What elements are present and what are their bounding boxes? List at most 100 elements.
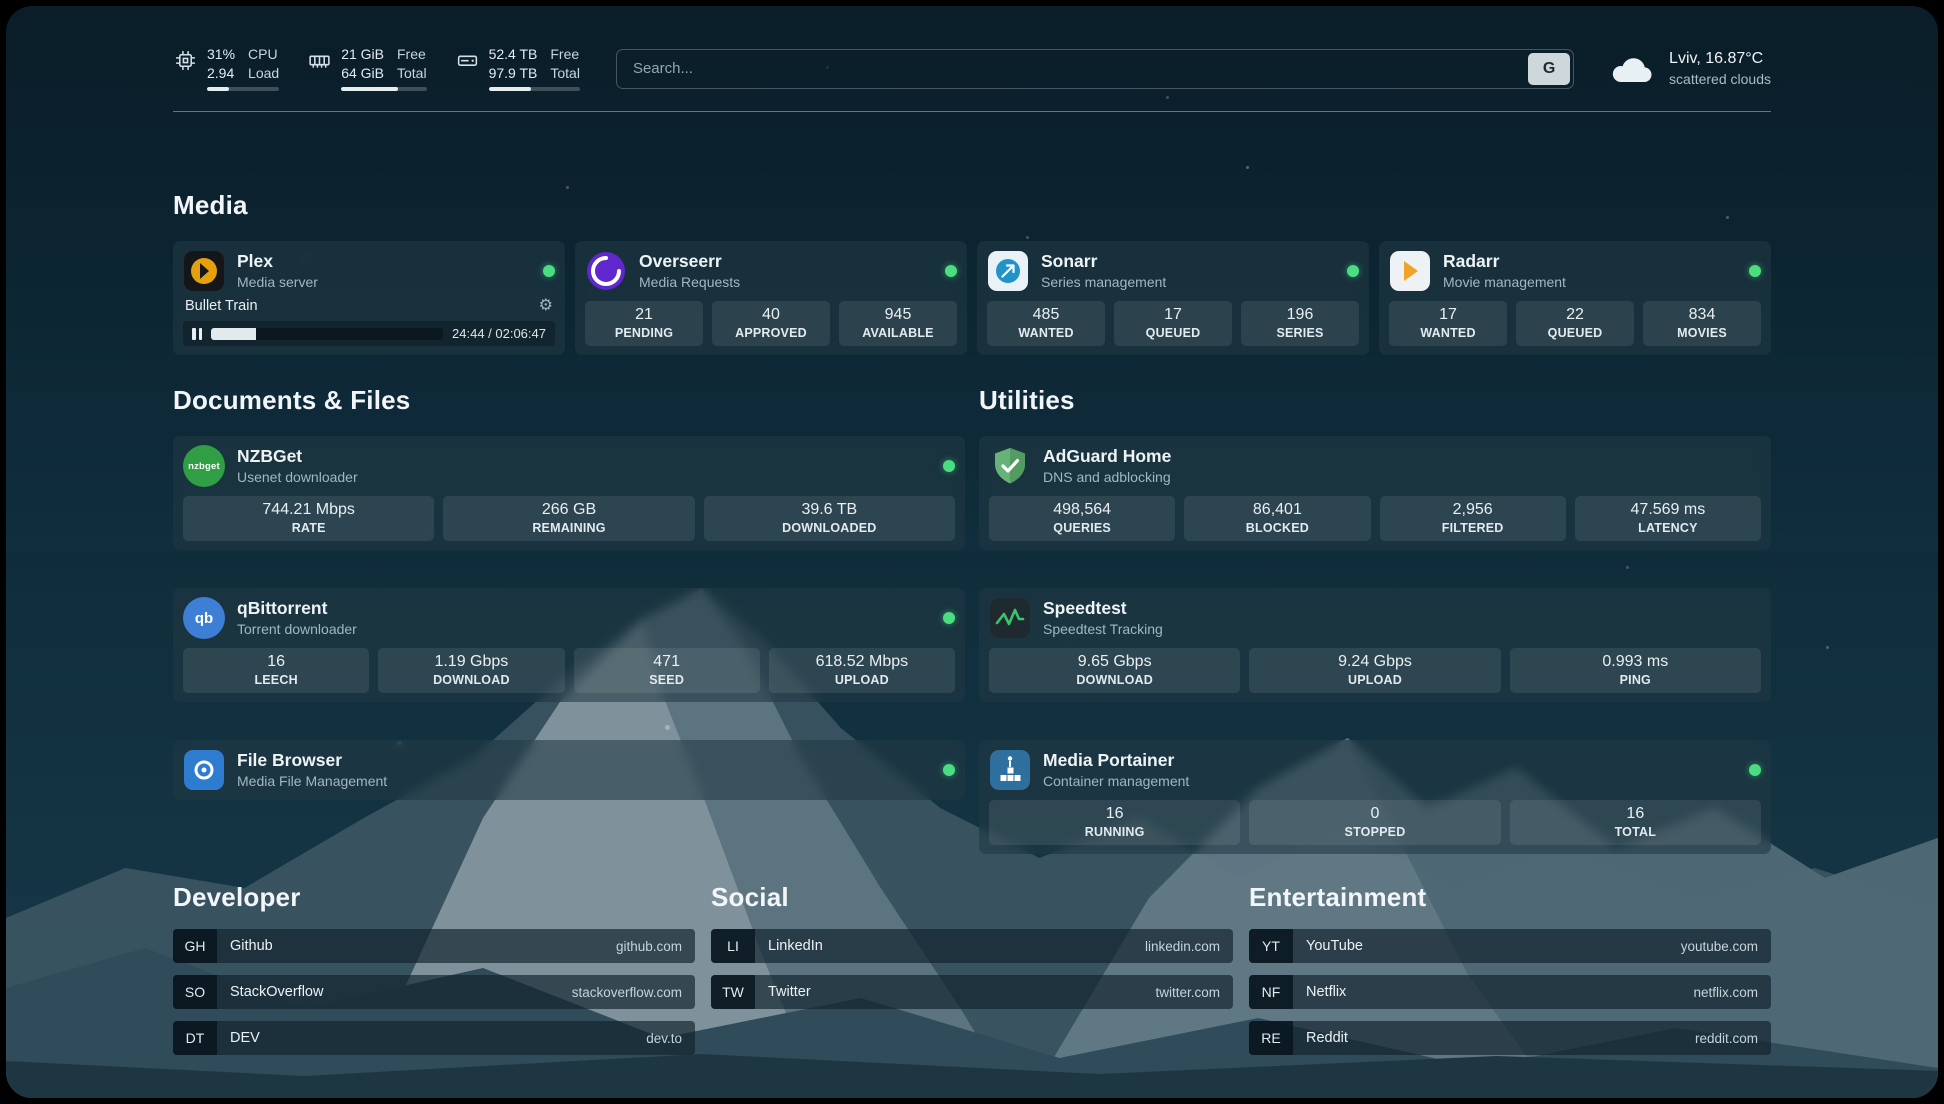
media-section: Media Plex Media server: [173, 190, 1771, 356]
cpu-load-label: Load: [248, 65, 280, 82]
filebrowser-icon: [183, 749, 225, 791]
service-subtitle: Movie management: [1443, 274, 1566, 291]
disk-progress-bar: [488, 87, 580, 92]
developer-section-title: Developer: [173, 882, 301, 913]
service-name: Sonarr: [1041, 251, 1098, 272]
memory-progress-bar: [341, 87, 427, 92]
stat-queries: 498,564 QUERIES: [989, 496, 1176, 542]
service-subtitle: DNS and adblocking: [1043, 469, 1171, 486]
disk-progress-fill: [488, 87, 531, 92]
bookmark-name: DEV: [230, 1030, 260, 1047]
speedtest-card[interactable]: Speedtest Speedtest Tracking 9.65 Gbps D…: [979, 588, 1771, 703]
playback-progress-fill: [211, 327, 257, 340]
overseerr-card[interactable]: Overseerr Media Requests 21 PENDING 40 A…: [575, 241, 967, 356]
social-section-title: Social: [711, 882, 789, 913]
service-name: Plex: [237, 251, 273, 272]
stat-download: 9.65 Gbps DOWNLOAD: [989, 648, 1241, 694]
portainer-card[interactable]: Media Portainer Container management 16 …: [979, 740, 1771, 855]
bookmark-youtube[interactable]: YT YouTube youtube.com: [1249, 929, 1771, 964]
bookmark-abbr: LI: [711, 929, 755, 964]
cpu-usage-value: 31%: [207, 46, 236, 62]
memory-total-label: Total: [397, 65, 427, 82]
sonarr-icon: [987, 250, 1029, 292]
stat-upload: 618.52 Mbps UPLOAD: [768, 648, 955, 694]
service-subtitle: Container management: [1043, 773, 1190, 790]
service-subtitle: Media server: [237, 274, 318, 291]
service-name: Media Portainer: [1043, 750, 1175, 771]
stat-queued: 22 QUEUED: [1516, 301, 1634, 347]
search-provider-button[interactable]: G: [1528, 52, 1571, 85]
bookmark-url: stackoverflow.com: [571, 984, 682, 1000]
portainer-icon: [989, 749, 1031, 791]
qbittorrent-card[interactable]: qb qBittorrent Torrent downloader 16: [173, 588, 965, 703]
settings-gear-icon[interactable]: ⚙: [538, 297, 553, 315]
stat-rate: 744.21 Mbps RATE: [183, 496, 435, 542]
memory-progress-fill: [341, 87, 399, 92]
weather-condition: scattered clouds: [1669, 71, 1771, 88]
entertainment-section-title: Entertainment: [1249, 882, 1427, 913]
nzbget-icon: nzbget: [183, 445, 225, 488]
social-bookmarks: Social LI LinkedIn linkedin.com TW Twitt…: [711, 882, 1233, 1055]
stat-movies: 834 MOVIES: [1643, 301, 1761, 347]
disk-total-value: 97.9 TB: [488, 65, 538, 82]
status-dot: [943, 612, 955, 625]
bookmark-abbr: TW: [711, 975, 755, 1010]
status-dot: [943, 460, 955, 473]
service-subtitle: Torrent downloader: [237, 621, 357, 638]
stat-wanted: 485 WANTED: [987, 301, 1105, 347]
memory-widget: 21 GiB 64 GiB Free Total: [307, 46, 427, 92]
cpu-label: CPU: [248, 46, 278, 62]
bookmark-github[interactable]: GH Github github.com: [173, 929, 695, 964]
playback-progress-track[interactable]: [211, 327, 444, 340]
service-name: File Browser: [237, 750, 343, 771]
service-name: NZBGet: [237, 446, 303, 467]
bookmark-abbr: NF: [1249, 975, 1293, 1010]
entertainment-bookmarks: Entertainment YT YouTube youtube.com NF …: [1249, 882, 1771, 1056]
overseerr-icon: [585, 250, 627, 292]
service-name: Speedtest: [1043, 598, 1127, 619]
cpu-load-value: 2.94: [207, 65, 235, 82]
radarr-icon: [1389, 250, 1431, 292]
status-dot: [943, 764, 955, 777]
adguard-card[interactable]: AdGuard Home DNS and adblocking 498,564 …: [979, 436, 1771, 551]
cloud-icon: [1610, 51, 1656, 87]
service-subtitle: Media Requests: [639, 274, 741, 291]
bookmark-netflix[interactable]: NF Netflix netflix.com: [1249, 975, 1771, 1010]
stat-filtered: 2,956 FILTERED: [1379, 496, 1566, 542]
pause-button[interactable]: [192, 327, 202, 340]
filebrowser-card[interactable]: File Browser Media File Management: [173, 740, 965, 801]
search-input[interactable]: [615, 48, 1575, 89]
nzbget-card[interactable]: nzbget NZBGet Usenet downloader 744.21 M…: [173, 436, 965, 551]
stat-seed: 471 SEED: [573, 648, 760, 694]
bookmark-name: Github: [230, 938, 273, 955]
sonarr-card[interactable]: Sonarr Series management 485 WANTED 17 Q…: [977, 241, 1369, 356]
radarr-card[interactable]: Radarr Movie management 17 WANTED 22 QUE…: [1379, 241, 1771, 356]
bookmark-linkedin[interactable]: LI LinkedIn linkedin.com: [711, 929, 1233, 964]
service-name: AdGuard Home: [1043, 446, 1172, 467]
bookmark-url: netflix.com: [1693, 984, 1758, 1000]
bookmark-abbr: YT: [1249, 929, 1293, 964]
cpu-progress-bar: [207, 87, 280, 92]
bookmark-stackoverflow[interactable]: SO StackOverflow stackoverflow.com: [173, 975, 695, 1010]
status-dot: [543, 265, 555, 278]
bookmark-reddit[interactable]: RE Reddit reddit.com: [1249, 1021, 1771, 1056]
plex-card[interactable]: Plex Media server Bullet Train ⚙: [173, 241, 565, 356]
bookmark-url: dev.to: [646, 1030, 682, 1046]
bookmark-name: Reddit: [1306, 1030, 1348, 1047]
stat-downloaded: 39.6 TB DOWNLOADED: [703, 496, 955, 542]
stat-stopped: 0 STOPPED: [1249, 800, 1501, 846]
bookmark-abbr: GH: [173, 929, 217, 964]
bookmark-dev[interactable]: DT DEV dev.to: [173, 1021, 695, 1056]
stat-download: 1.19 Gbps DOWNLOAD: [378, 648, 565, 694]
utilities-section: Utilities AdGu: [979, 385, 1771, 855]
stat-ping: 0.993 ms PING: [1509, 648, 1761, 694]
bookmark-twitter[interactable]: TW Twitter twitter.com: [711, 975, 1233, 1010]
disk-widget: 52.4 TB 97.9 TB Free Total: [455, 46, 580, 92]
service-name: Radarr: [1443, 251, 1500, 272]
bookmark-url: twitter.com: [1155, 984, 1220, 1000]
search-bar: G: [615, 48, 1575, 89]
bookmark-url: youtube.com: [1680, 938, 1758, 954]
cpu-progress-fill: [207, 87, 230, 92]
stat-series: 196 SERIES: [1241, 301, 1359, 347]
disk-free-value: 52.4 TB: [488, 46, 538, 62]
